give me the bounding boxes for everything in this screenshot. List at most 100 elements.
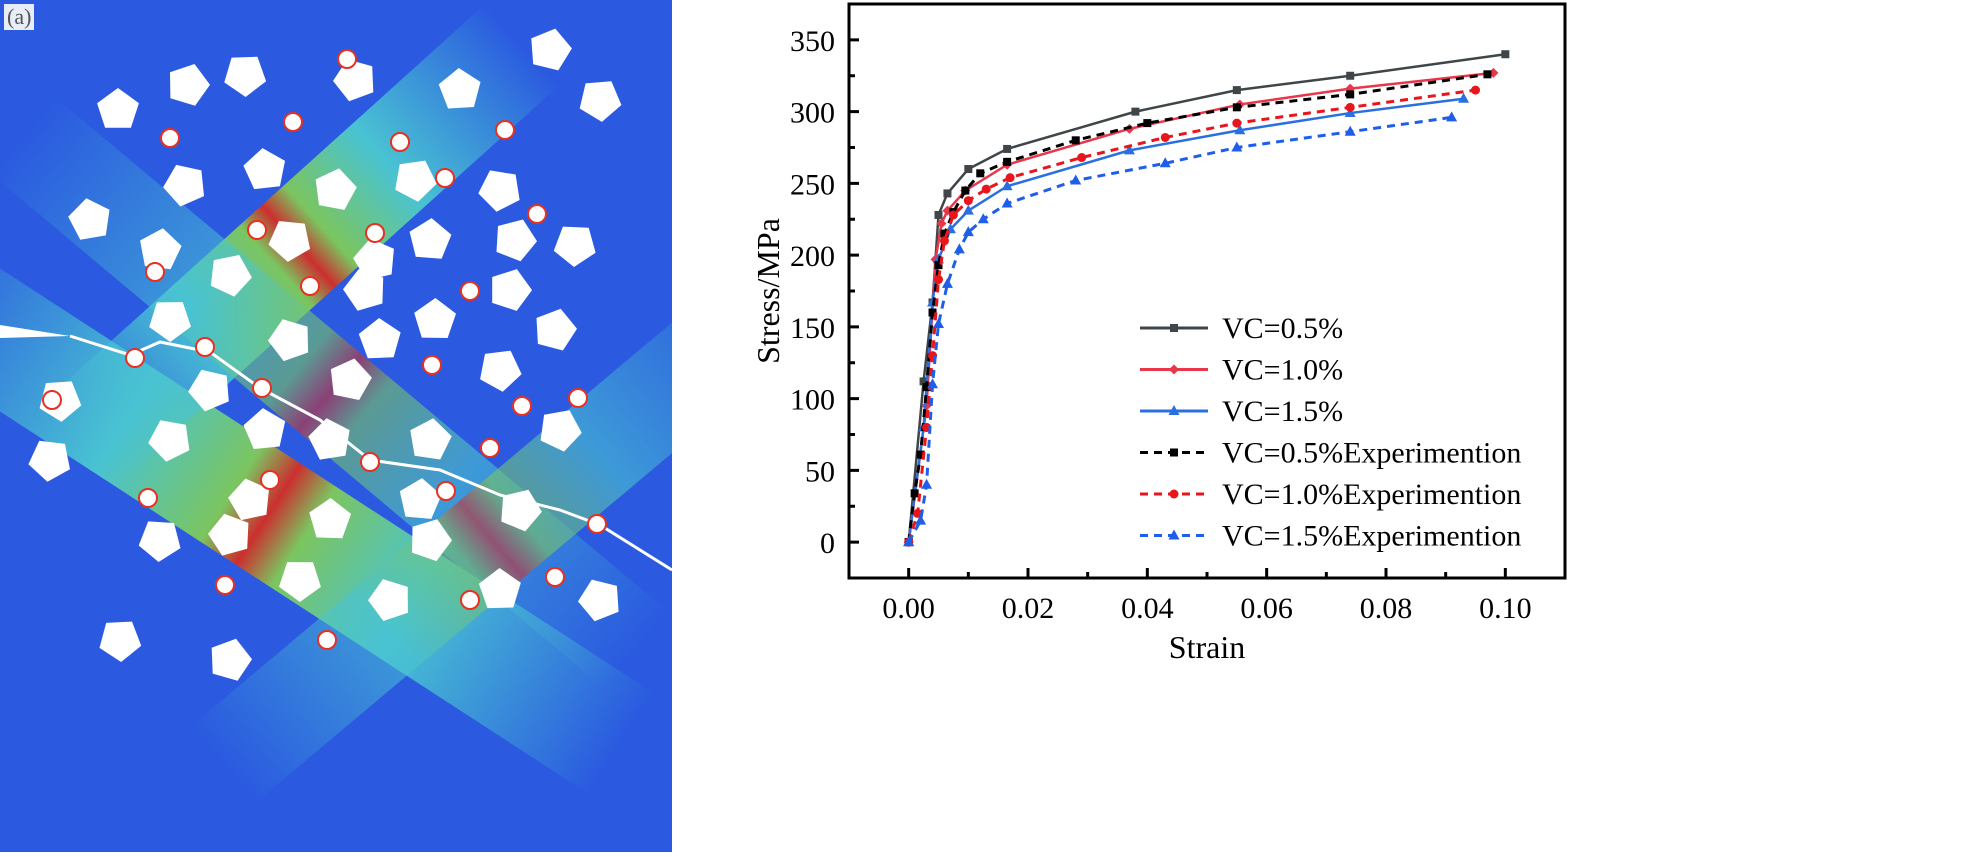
data-point: [964, 165, 973, 174]
x-tick-label: 0.02: [1002, 592, 1055, 625]
legend-label: VC=0.5%Experimention: [1222, 437, 1521, 470]
particle: [195, 337, 215, 357]
data-point: [1005, 173, 1015, 183]
y-tick-label: 150: [790, 312, 835, 345]
data-point: [1159, 157, 1171, 168]
particle: [163, 164, 204, 207]
series-line: [907, 72, 1488, 543]
particle: [68, 198, 110, 240]
data-point: [1471, 85, 1480, 95]
particle: [243, 408, 286, 449]
particle: [579, 81, 622, 122]
data-point: [916, 450, 925, 459]
x-tick-label: 0.08: [1360, 592, 1413, 625]
legend-label: VC=1.0%Experimention: [1222, 478, 1521, 511]
particle: [531, 28, 572, 71]
data-point: [977, 213, 989, 224]
legend: VC=0.5% VC=1.0% VC=1.5% VC=0.5%Experimentio…: [1140, 312, 1521, 553]
particle: [343, 268, 384, 311]
particle: [252, 378, 272, 398]
particle: [333, 59, 374, 102]
particle: [480, 350, 522, 392]
particle: [478, 568, 521, 609]
data-point: [1003, 157, 1012, 166]
damage-contour-panel: (a): [0, 0, 792, 852]
legend-label: VC=1.0%: [1222, 354, 1343, 387]
data-point: [962, 226, 974, 237]
particle: [501, 489, 542, 532]
data-point: [1446, 111, 1458, 122]
particle: [492, 269, 532, 311]
series-VC=0.5%: [904, 50, 1510, 547]
series-line: [907, 88, 1476, 543]
particle: [527, 204, 547, 224]
data-point: [953, 243, 965, 254]
data-point: [1232, 86, 1241, 95]
y-tick-label: 300: [790, 97, 835, 130]
data-point: [934, 275, 943, 285]
data-point: [1071, 136, 1080, 145]
particle: [208, 513, 249, 556]
data-point: [934, 210, 943, 219]
data-point: [1234, 124, 1246, 135]
series-line: [907, 115, 1452, 543]
particle: [436, 481, 456, 501]
particle: [149, 302, 191, 342]
x-tick-label: 0.04: [1121, 592, 1174, 625]
particle: [97, 88, 139, 128]
data-point: [1131, 107, 1140, 116]
particle: [460, 590, 480, 610]
particle: [360, 452, 380, 472]
particle: [99, 621, 142, 662]
particle: [247, 220, 267, 240]
particle: [365, 223, 385, 243]
particle: [545, 567, 565, 587]
particle: [512, 396, 532, 416]
y-tick-label: 200: [790, 240, 835, 273]
particle: [211, 638, 252, 681]
panel-label: (a): [4, 4, 35, 30]
data-point: [922, 383, 931, 392]
particle: [309, 498, 352, 539]
particle: [435, 168, 455, 188]
legend-label: VC=1.5%: [1222, 395, 1343, 428]
series-VC=1.0%Experimention: [904, 85, 1480, 547]
particle: [268, 319, 309, 362]
data-point: [903, 536, 915, 547]
particle: [317, 630, 337, 650]
data-point: [1346, 71, 1355, 80]
particle: [145, 262, 165, 282]
initial-notch: [0, 325, 70, 338]
particle: [368, 579, 408, 621]
particle: [283, 112, 303, 132]
data-point: [1483, 70, 1492, 79]
data-point: [927, 378, 939, 389]
particle: [587, 514, 607, 534]
particle: [228, 478, 269, 521]
series-VC=0.5%Experimention: [904, 70, 1492, 547]
axes: 0.00 0.02 0.04 0.06 0.08 0.10 0 50 100 150 200 250 3…: [750, 2, 1567, 665]
particle: [578, 579, 619, 622]
particle: [138, 521, 181, 562]
data-point: [913, 508, 923, 518]
y-tick-label: 350: [790, 25, 835, 58]
damage-contour-image: [0, 0, 792, 852]
data-point: [1160, 132, 1170, 142]
y-tick-label: 100: [790, 384, 835, 417]
particle: [399, 478, 442, 519]
data-point: [976, 169, 985, 178]
data-point: [961, 186, 970, 195]
particle: [279, 562, 321, 602]
data-point: [921, 478, 933, 489]
data-point: [934, 261, 943, 270]
particle: [478, 170, 520, 212]
x-axis-label: Strain: [1169, 629, 1245, 665]
particle: [337, 49, 357, 69]
data-point: [1003, 144, 1012, 153]
data-point: [928, 308, 937, 317]
series-line: [907, 97, 1464, 543]
particle: [409, 218, 452, 259]
particle: [410, 418, 452, 460]
particle: [480, 438, 500, 458]
data-point: [1346, 90, 1355, 99]
